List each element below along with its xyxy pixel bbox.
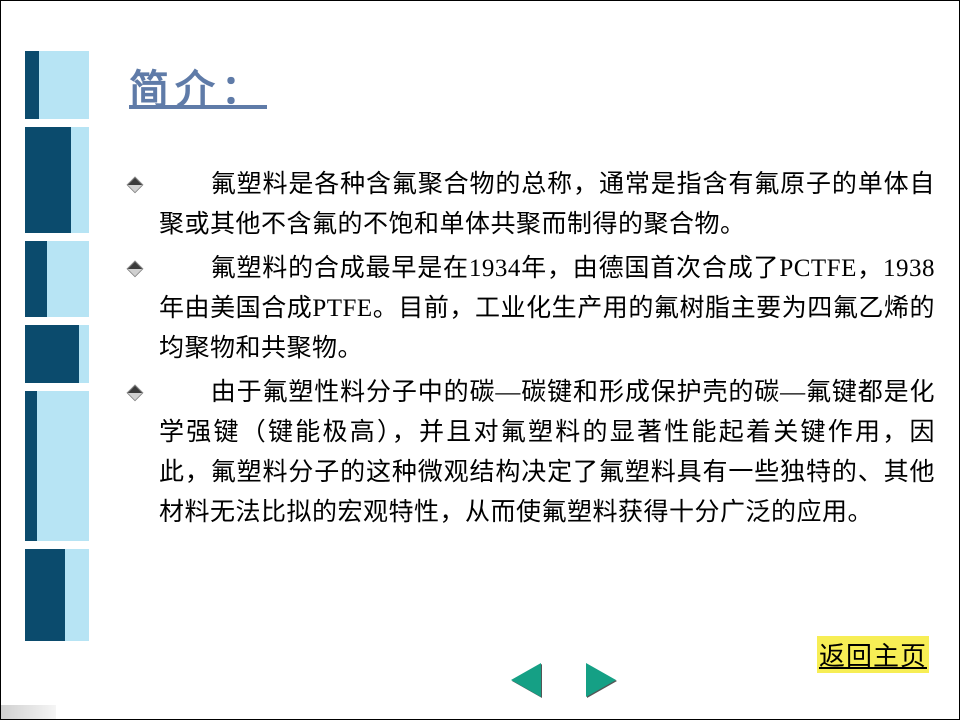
slide-container: 简介： 氟塑料是各种含氟聚合物的总称，通常是指含有氟原子的单体自聚或其他不含氟的…	[0, 0, 960, 720]
paragraph-text: 氟塑料的合成最早是在1934年，由德国首次合成了PCTFE，1938年由美国合成…	[159, 255, 935, 362]
diamond-bullet-icon	[127, 261, 144, 278]
footer-shadow	[1, 705, 56, 719]
deco-dark	[25, 51, 39, 119]
deco-block	[25, 127, 89, 233]
deco-dark	[25, 127, 71, 233]
nav-bar: 返回主页	[1, 657, 959, 697]
deco-dark	[25, 391, 37, 541]
paragraph-text: 氟塑料是各种含氟聚合物的总称，通常是指含有氟原子的单体自聚或其他不含氟的不饱和单…	[159, 171, 935, 238]
next-arrow-icon[interactable]	[586, 663, 616, 697]
paragraph-item: 氟塑料的合成最早是在1934年，由德国首次合成了PCTFE，1938年由美国合成…	[129, 249, 935, 369]
paragraph-item: 由于氟塑性料分子中的碳—碳键和形成保护壳的碳—氟键都是化学强键（键能极高），并且…	[129, 373, 935, 533]
deco-light	[37, 391, 89, 541]
deco-block	[25, 51, 89, 119]
deco-block	[25, 241, 89, 317]
back-home-link[interactable]: 返回主页	[817, 636, 929, 673]
diamond-bullet-icon	[127, 385, 144, 402]
deco-block	[25, 549, 89, 641]
deco-light	[71, 127, 89, 233]
prev-arrow-icon[interactable]	[511, 663, 541, 697]
deco-block	[25, 391, 89, 541]
deco-light	[39, 51, 89, 119]
deco-light	[79, 325, 89, 383]
paragraph-list: 氟塑料是各种含氟聚合物的总称，通常是指含有氟原子的单体自聚或其他不含氟的不饱和单…	[129, 165, 935, 533]
deco-dark	[25, 241, 47, 317]
deco-light	[65, 549, 89, 641]
content-area: 简介： 氟塑料是各种含氟聚合物的总称，通常是指含有氟原子的单体自聚或其他不含氟的…	[129, 57, 935, 537]
diamond-bullet-icon	[127, 177, 144, 194]
paragraph-text: 由于氟塑性料分子中的碳—碳键和形成保护壳的碳—氟键都是化学强键（键能极高），并且…	[159, 379, 935, 526]
deco-dark	[25, 325, 79, 383]
deco-block	[25, 325, 89, 383]
page-title: 简介：	[129, 57, 935, 115]
deco-light	[47, 241, 89, 317]
paragraph-item: 氟塑料是各种含氟聚合物的总称，通常是指含有氟原子的单体自聚或其他不含氟的不饱和单…	[129, 165, 935, 245]
side-decoration	[25, 51, 89, 681]
deco-dark	[25, 549, 65, 641]
